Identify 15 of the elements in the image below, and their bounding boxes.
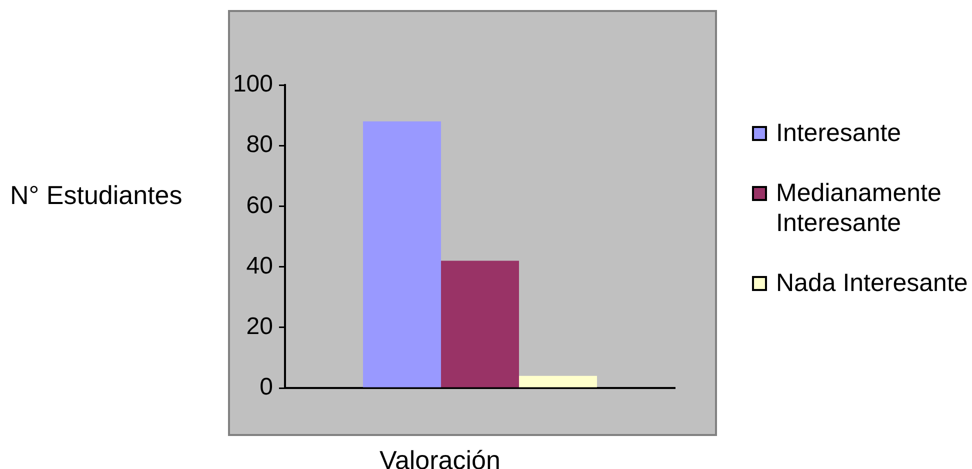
legend-label: Medianamente Interesante: [776, 178, 942, 238]
y-axis-title: N° Estudiantes: [10, 180, 182, 210]
x-axis-title: Valoración: [380, 445, 500, 469]
bar: [441, 260, 519, 388]
legend: Interesante Medianamente Interesante Nada Interesante: [752, 118, 972, 298]
y-tick-label: 100: [232, 70, 273, 98]
y-tick-label: 60: [246, 192, 273, 219]
bar: [363, 121, 441, 388]
y-tick-label: 20: [246, 313, 273, 340]
legend-label: Interesante: [776, 118, 902, 148]
y-tick-label: 40: [246, 252, 273, 280]
legend-label: Nada Interesante: [776, 268, 969, 298]
bar: [519, 376, 597, 388]
y-tick-label: 80: [246, 131, 273, 158]
y-tick-label: 0: [260, 374, 273, 401]
